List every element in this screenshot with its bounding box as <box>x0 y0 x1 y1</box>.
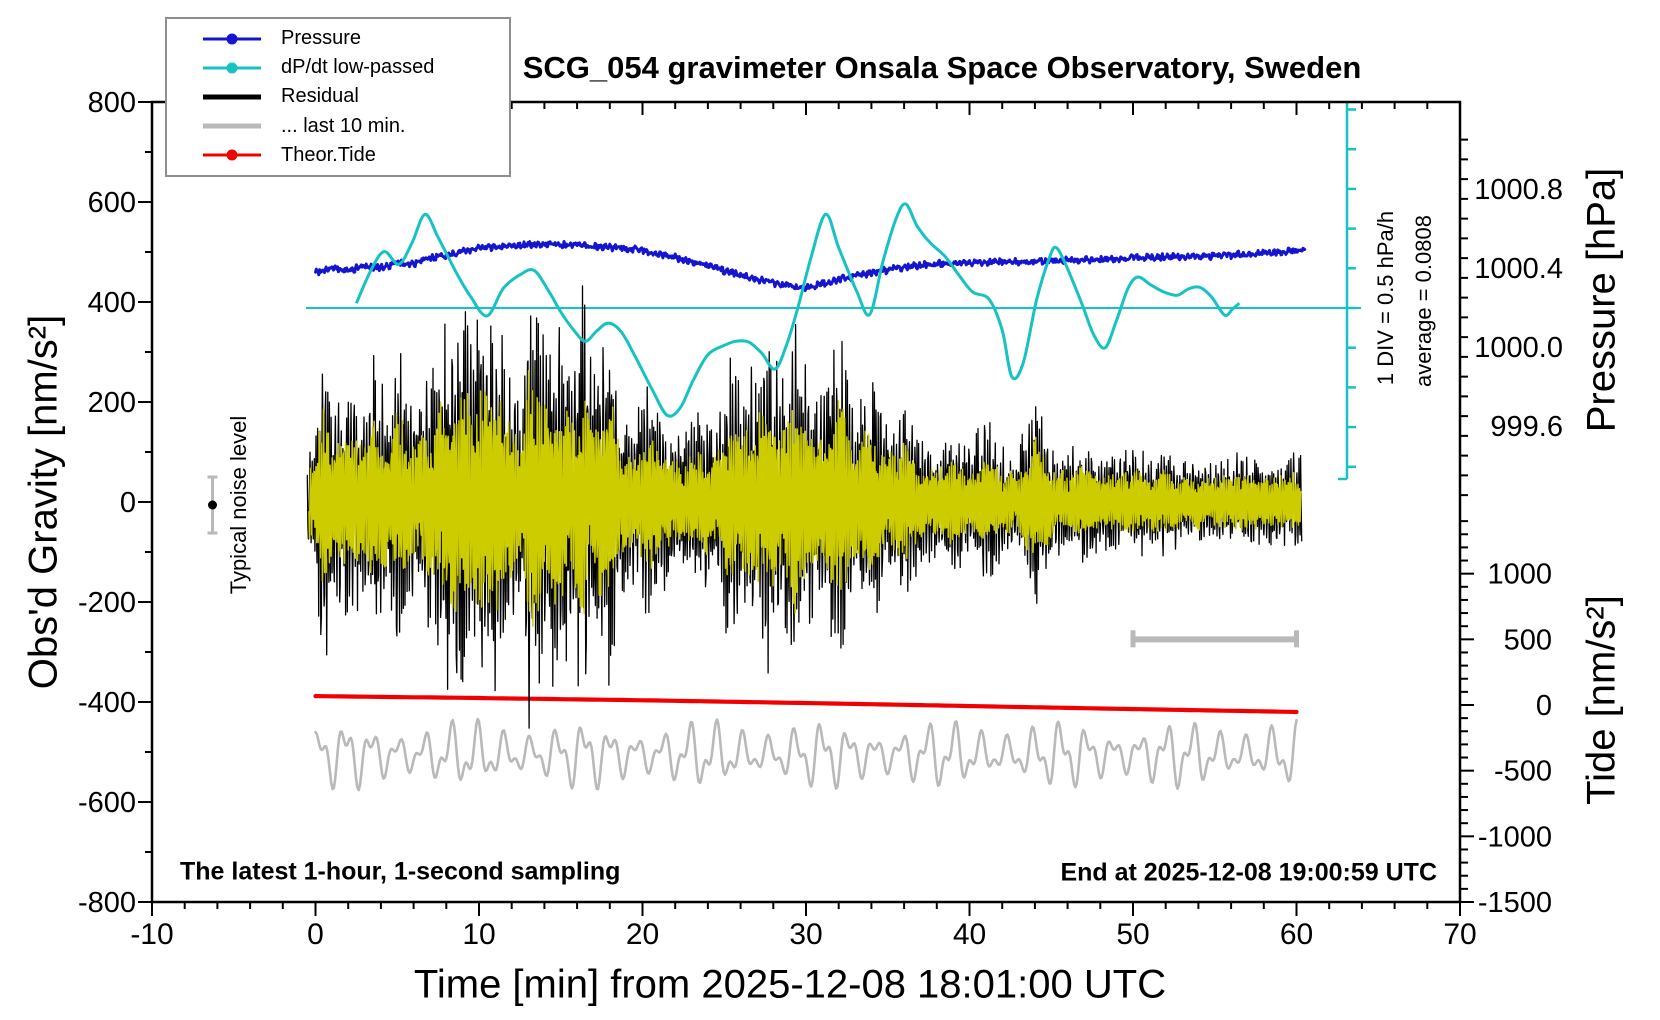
svg-text:20: 20 <box>626 918 659 951</box>
svg-text:1000.4: 1000.4 <box>1474 253 1563 285</box>
svg-text:1000: 1000 <box>1487 559 1552 591</box>
dpdt-line-swatch <box>203 60 261 76</box>
legend-label: dP/dt low-passed <box>281 56 435 79</box>
svg-text:200: 200 <box>88 387 136 419</box>
last10-line-swatch <box>203 118 261 134</box>
legend-label: Pressure <box>281 27 362 50</box>
svg-text:-500: -500 <box>1494 756 1552 788</box>
svg-text:60: 60 <box>1280 918 1313 951</box>
svg-text:40: 40 <box>953 918 986 951</box>
svg-text:999.6: 999.6 <box>1490 411 1563 443</box>
pressure-line-swatch <box>203 31 261 47</box>
legend: Pressure dP/dt low-passed Residual ... l… <box>165 17 511 177</box>
legend-label: Residual <box>281 85 359 108</box>
svg-text:1000.8: 1000.8 <box>1474 174 1563 206</box>
svg-text:-800: -800 <box>78 887 136 919</box>
svg-text:0: 0 <box>120 487 136 519</box>
div-scale-note: 1 DIV = 0.5 hPa/h <box>1373 210 1398 386</box>
legend-item-tide: Theor.Tide <box>203 144 509 167</box>
svg-text:-1000: -1000 <box>1478 821 1552 853</box>
svg-text:0: 0 <box>1536 690 1552 722</box>
legend-label: ... last 10 min. <box>281 114 406 137</box>
svg-text:-600: -600 <box>78 787 136 819</box>
svg-text:0: 0 <box>307 918 324 951</box>
legend-item-pressure: Pressure <box>203 27 509 50</box>
pressure-axis-label: Pressure [hPa] <box>1579 167 1624 433</box>
svg-text:1000.0: 1000.0 <box>1474 332 1563 364</box>
legend-item-dpdt: dP/dt low-passed <box>203 56 509 79</box>
end-time-note: End at 2025-12-08 19:00:59 UTC <box>1060 858 1437 887</box>
svg-text:400: 400 <box>88 287 136 319</box>
svg-text:-1500: -1500 <box>1478 887 1552 919</box>
noise-level-label: Typical noise level <box>226 415 251 595</box>
svg-text:70: 70 <box>1443 918 1476 951</box>
sampling-note: The latest 1-hour, 1-second sampling <box>180 857 621 886</box>
tide-axis-label: Tide [nm/s²] <box>1579 595 1624 805</box>
svg-text:50: 50 <box>1116 918 1149 951</box>
legend-item-last10: ... last 10 min. <box>203 115 509 138</box>
svg-text:800: 800 <box>88 87 136 119</box>
chart-title: SCG_054 gravimeter Onsala Space Observat… <box>522 50 1362 85</box>
tide-line-swatch <box>203 147 261 163</box>
svg-text:30: 30 <box>789 918 822 951</box>
residual-line-swatch <box>203 89 261 105</box>
svg-text:-400: -400 <box>78 687 136 719</box>
svg-text:-10: -10 <box>130 918 173 951</box>
svg-text:500: 500 <box>1504 624 1552 656</box>
gravity-axis-label: Obs'd Gravity [nm/s²] <box>21 314 66 690</box>
legend-label: Theor.Tide <box>281 143 376 166</box>
average-note: average = 0.0808 <box>1411 215 1436 387</box>
svg-text:10: 10 <box>462 918 495 951</box>
legend-item-residual: Residual <box>203 85 509 108</box>
svg-text:600: 600 <box>88 187 136 219</box>
time-axis-label: Time [min] from 2025-12-08 18:01:00 UTC <box>413 962 1167 1007</box>
svg-text:-200: -200 <box>78 587 136 619</box>
